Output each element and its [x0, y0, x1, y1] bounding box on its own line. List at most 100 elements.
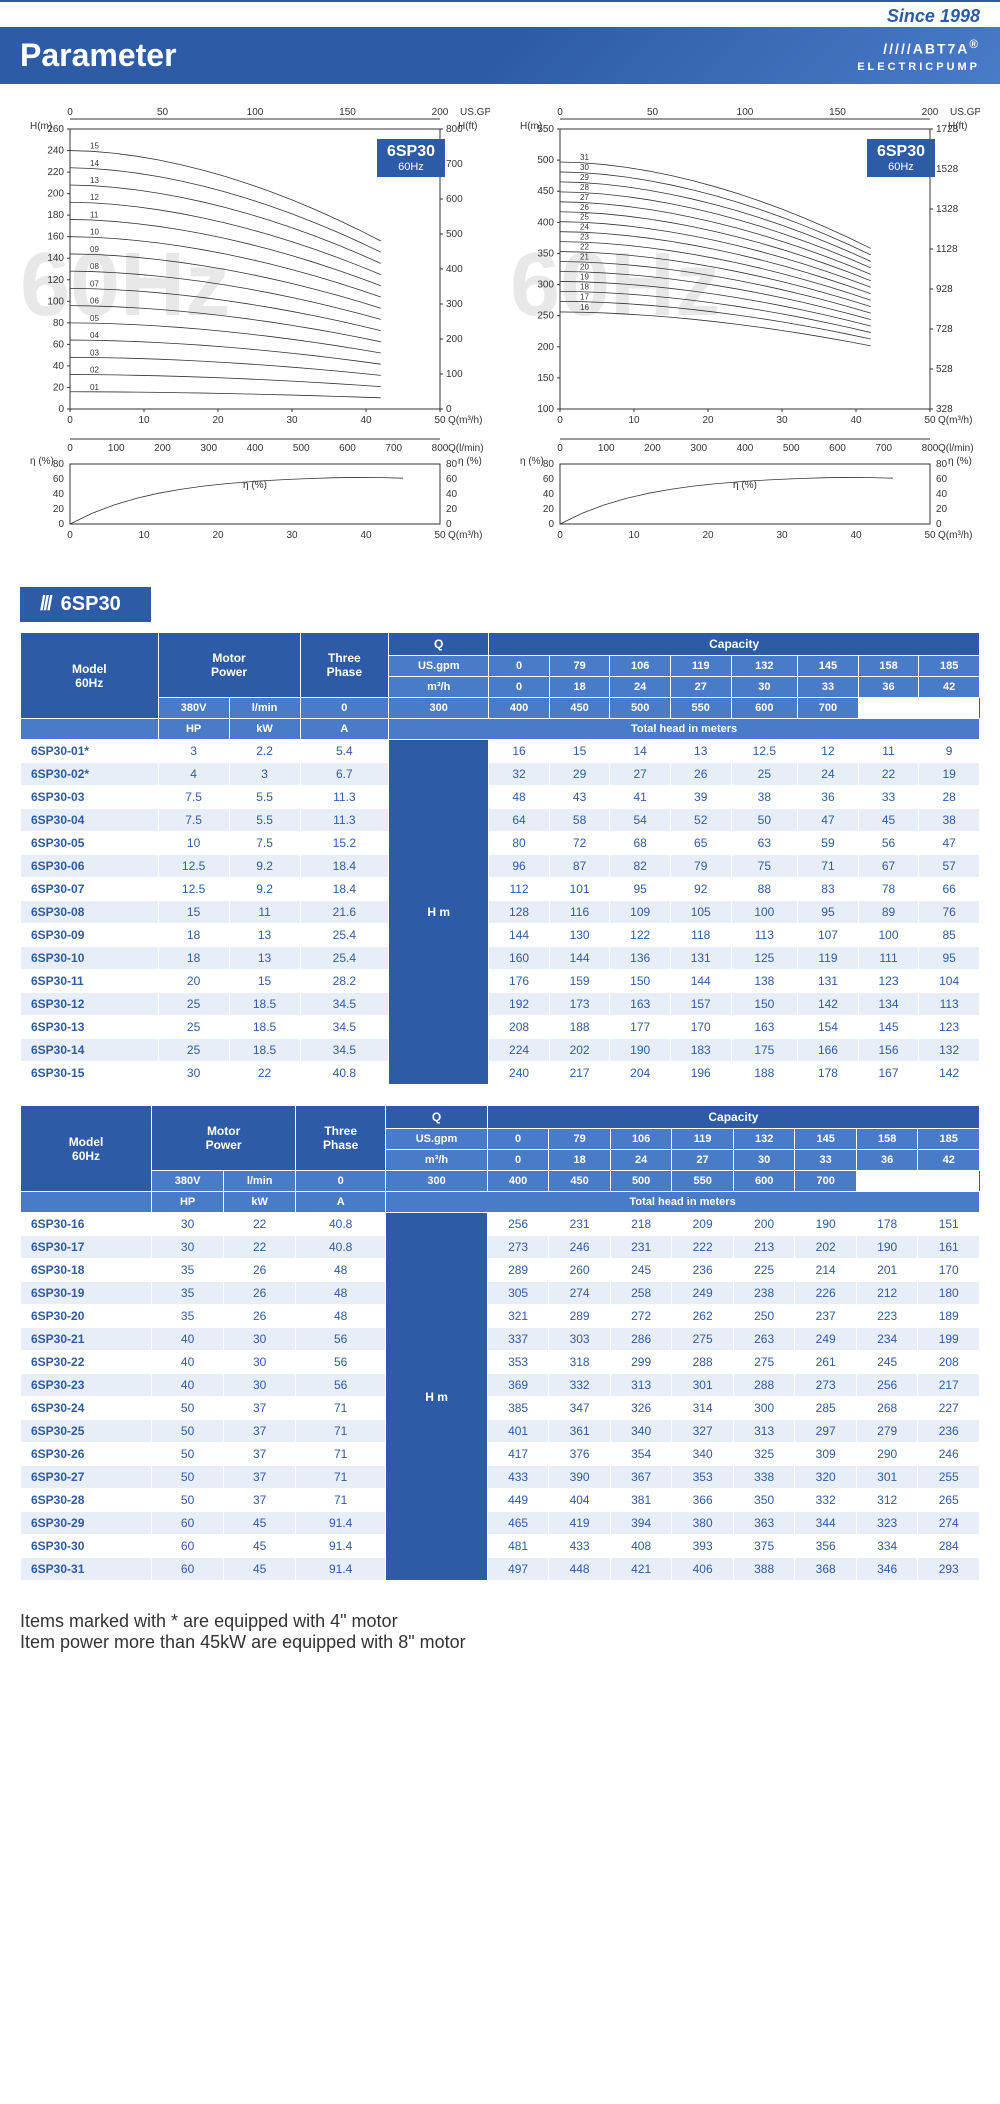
svg-text:22: 22	[580, 243, 589, 252]
table-row: 6SP30-26503771417376354340325309290246	[21, 1443, 980, 1466]
svg-text:Q(m³/h): Q(m³/h)	[448, 530, 482, 541]
table-row: 6SP30-047.55.511.36458545250474538	[21, 809, 980, 832]
svg-text:260: 260	[47, 124, 64, 135]
svg-text:50: 50	[434, 415, 446, 426]
svg-text:0: 0	[548, 519, 554, 530]
svg-text:528: 528	[936, 364, 953, 375]
svg-text:800: 800	[446, 124, 463, 135]
svg-text:100: 100	[598, 443, 615, 454]
svg-text:50: 50	[924, 415, 936, 426]
svg-text:500: 500	[537, 155, 554, 166]
svg-text:0: 0	[446, 404, 452, 415]
svg-text:27: 27	[580, 193, 589, 202]
svg-text:13: 13	[90, 176, 99, 185]
svg-text:15: 15	[90, 142, 99, 151]
svg-text:20: 20	[936, 504, 948, 515]
svg-text:200: 200	[922, 107, 939, 118]
svg-text:150: 150	[537, 373, 554, 384]
svg-text:10: 10	[628, 530, 640, 541]
table-row: 6SP30-10181325.416014413613112511911195	[21, 947, 980, 970]
svg-text:200: 200	[644, 443, 661, 454]
svg-text:80: 80	[446, 459, 458, 470]
charts-container: 60Hz 6SP30 60Hz 050100150200US.GPMH(m)02…	[0, 104, 1000, 577]
section-label: 6SP30	[20, 587, 151, 622]
svg-text:09: 09	[90, 245, 99, 254]
svg-text:0: 0	[936, 519, 942, 530]
svg-text:26: 26	[580, 203, 589, 212]
svg-text:100: 100	[446, 369, 463, 380]
svg-text:US.GPM: US.GPM	[950, 107, 980, 118]
svg-text:150: 150	[339, 107, 356, 118]
table-row: 6SP30-22403056353318299288275261245208	[21, 1351, 980, 1374]
svg-text:18: 18	[580, 282, 589, 291]
svg-text:50: 50	[924, 530, 936, 541]
chart-right: 60Hz 6SP30 60Hz 050100150200US.GPMH(m)10…	[510, 104, 980, 557]
svg-text:40: 40	[936, 489, 948, 500]
svg-text:US.GPM: US.GPM	[460, 107, 490, 118]
svg-text:η (%): η (%)	[243, 480, 267, 491]
spec-table: Model60HzMotorPowerThreePhaseQCapacityUS…	[20, 632, 980, 1085]
svg-text:400: 400	[737, 443, 754, 454]
chart-left: 60Hz 6SP30 60Hz 050100150200US.GPMH(m)02…	[20, 104, 490, 557]
spec-table: Model60HzMotorPowerThreePhaseQCapacityUS…	[20, 1105, 980, 1581]
svg-text:η (%): η (%)	[30, 456, 54, 467]
svg-text:Q(m³/h): Q(m³/h)	[448, 415, 482, 426]
svg-text:300: 300	[690, 443, 707, 454]
svg-text:60: 60	[936, 474, 948, 485]
model-badge: 6SP30 60Hz	[867, 139, 935, 177]
svg-text:200: 200	[432, 107, 449, 118]
table-row: 6SP30-30604591.4481433408393375356334284	[21, 1535, 980, 1558]
svg-text:16: 16	[580, 303, 589, 312]
svg-text:100: 100	[737, 107, 754, 118]
table-row: 6SP30-27503771433390367353338320301255	[21, 1466, 980, 1489]
svg-text:100: 100	[247, 107, 264, 118]
svg-text:19: 19	[580, 272, 589, 281]
svg-text:14: 14	[90, 159, 99, 168]
table-row: 6SP30-28503771449404381366350332312265	[21, 1489, 980, 1512]
svg-text:50: 50	[157, 107, 169, 118]
table-row: 6SP30-11201528.2176159150144138131123104	[21, 970, 980, 993]
svg-text:01: 01	[90, 383, 99, 392]
svg-text:300: 300	[200, 443, 217, 454]
svg-text:11: 11	[90, 210, 99, 219]
table-row: 6SP30-01*32.25.4H m1615141312.512119	[21, 740, 980, 763]
svg-text:Q(l/min): Q(l/min)	[448, 443, 484, 454]
table-row: 6SP30-21403056337303286275263249234199	[21, 1328, 980, 1351]
svg-text:η (%): η (%)	[948, 456, 972, 467]
table-row: 6SP30-17302240.8273246231222213202190161	[21, 1236, 980, 1259]
svg-text:40: 40	[360, 415, 372, 426]
svg-text:0: 0	[58, 404, 64, 415]
table-row: 6SP30-15302240.8240217204196188178167142	[21, 1062, 980, 1085]
table-row: 6SP30-09181325.414413012211811310710085	[21, 924, 980, 947]
svg-text:200: 200	[446, 334, 463, 345]
svg-text:10: 10	[90, 228, 99, 237]
svg-text:20: 20	[53, 504, 65, 515]
svg-text:40: 40	[360, 530, 372, 541]
svg-text:600: 600	[446, 194, 463, 205]
svg-text:200: 200	[154, 443, 171, 454]
footnotes: Items marked with * are equipped with 4"…	[0, 1601, 1000, 1663]
svg-text:0: 0	[557, 415, 563, 426]
svg-text:31: 31	[580, 153, 589, 162]
svg-text:120: 120	[47, 275, 64, 286]
page-title: Parameter	[20, 37, 177, 74]
header-bar: Parameter /////ABT7A® ELECTRICPUMP	[0, 27, 1000, 84]
table2-container: Model60HzMotorPowerThreePhaseQCapacityUS…	[0, 1105, 1000, 1581]
svg-text:Q(m³/h): Q(m³/h)	[938, 415, 972, 426]
svg-text:1128: 1128	[936, 244, 958, 255]
svg-text:800: 800	[922, 443, 939, 454]
svg-text:20: 20	[446, 504, 458, 515]
svg-text:03: 03	[90, 348, 99, 357]
svg-text:0: 0	[67, 443, 73, 454]
svg-text:20: 20	[53, 382, 65, 393]
svg-text:700: 700	[875, 443, 892, 454]
svg-text:50: 50	[647, 107, 659, 118]
table-row: 6SP30-02*436.73229272625242219	[21, 763, 980, 786]
svg-text:60: 60	[543, 474, 555, 485]
svg-text:250: 250	[537, 311, 554, 322]
svg-text:02: 02	[90, 366, 99, 375]
svg-text:200: 200	[47, 189, 64, 200]
svg-text:0: 0	[557, 530, 563, 541]
table-row: 6SP30-19352648305274258249238226212180	[21, 1282, 980, 1305]
svg-text:28: 28	[580, 183, 589, 192]
